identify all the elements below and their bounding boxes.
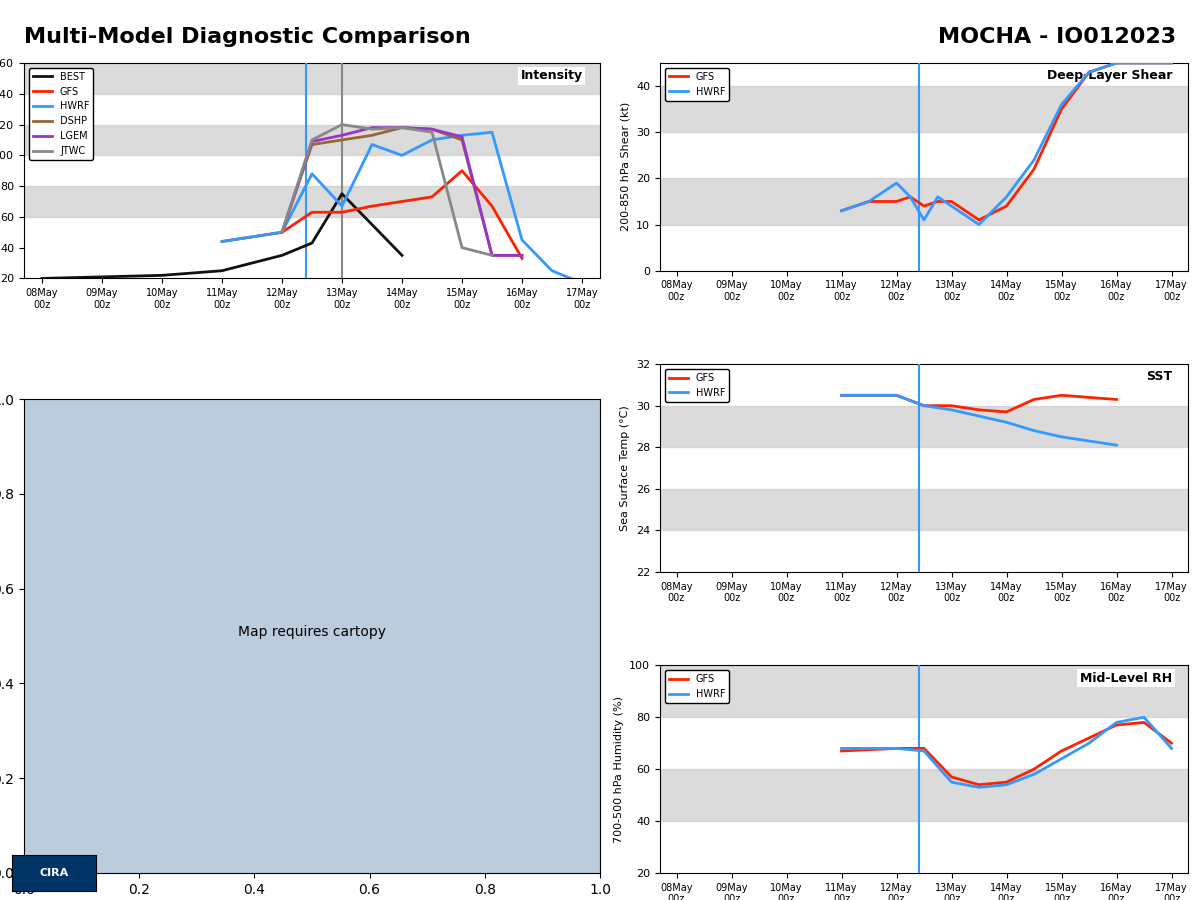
Text: Multi-Model Diagnostic Comparison: Multi-Model Diagnostic Comparison	[24, 27, 470, 47]
Legend: GFS, HWRF: GFS, HWRF	[665, 68, 730, 101]
Text: Map requires cartopy: Map requires cartopy	[238, 625, 386, 639]
Legend: GFS, HWRF: GFS, HWRF	[665, 670, 730, 703]
Bar	[660, 178, 1188, 224]
Text: Intensity: Intensity	[521, 69, 583, 83]
Text: Deep-Layer Shear: Deep-Layer Shear	[1046, 69, 1172, 82]
Bar	[660, 406, 1188, 447]
Legend: GFS, HWRF: GFS, HWRF	[665, 369, 730, 401]
Text: Mid-Level RH: Mid-Level RH	[1080, 671, 1172, 685]
Text: SST: SST	[1146, 371, 1172, 383]
Bar	[660, 665, 1188, 717]
Y-axis label: 200-850 hPa Shear (kt): 200-850 hPa Shear (kt)	[620, 103, 630, 231]
Text: CIRA: CIRA	[40, 868, 68, 878]
Bar	[24, 63, 600, 94]
Y-axis label: Sea Surface Temp (°C): Sea Surface Temp (°C)	[620, 405, 630, 531]
Bar	[660, 770, 1188, 821]
Bar	[24, 124, 600, 156]
Bar	[24, 186, 600, 217]
Bar	[660, 86, 1188, 132]
Text: MOCHA - IO012023: MOCHA - IO012023	[938, 27, 1176, 47]
Bar	[660, 489, 1188, 530]
Legend: BEST, GFS, HWRF, DSHP, LGEM, JTWC: BEST, GFS, HWRF, DSHP, LGEM, JTWC	[29, 68, 94, 160]
Y-axis label: 700-500 hPa Humidity (%): 700-500 hPa Humidity (%)	[613, 696, 624, 842]
